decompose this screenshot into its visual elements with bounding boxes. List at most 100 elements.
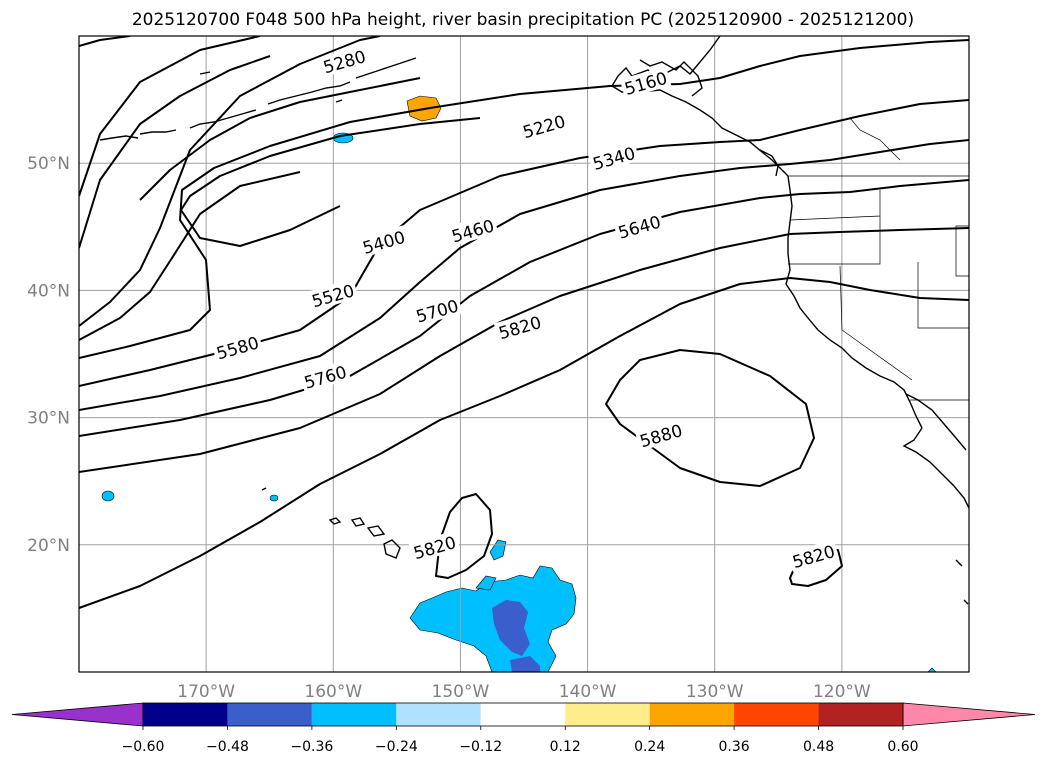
precip-shading-area [510, 656, 540, 672]
coastline-segment [902, 427, 969, 509]
height-contour [79, 55, 271, 249]
coastline-segment [99, 135, 139, 141]
colorbar-segment [649, 703, 735, 726]
height-contour [180, 205, 341, 247]
coastline-segment [261, 487, 267, 491]
political-boundary [955, 225, 969, 277]
colorbar-tick-label: 0.60 [887, 739, 918, 755]
contour-label-bg [211, 330, 264, 364]
height-contour [435, 493, 493, 579]
colorbar-segment [480, 703, 566, 726]
contour-label-bg [787, 539, 840, 572]
lon-tick-label: 120°W [813, 682, 871, 702]
colorbar-segment [227, 703, 312, 726]
height-contours [79, 36, 969, 609]
coastline-segment [335, 99, 343, 103]
contour-label-bg [619, 66, 672, 99]
coastline-segment [189, 109, 257, 129]
contour-label-bg [587, 141, 640, 174]
coastline-segment [355, 57, 417, 79]
coastline-segment [639, 59, 703, 97]
coastline-segment [350, 517, 366, 527]
lat-tick-label: 50°N [27, 154, 70, 174]
height-contour [79, 227, 969, 473]
colorbar-tick-label: 0.24 [634, 739, 665, 755]
colorbar-tick-labels: −0.60 −0.48 −0.36 −0.24 −0.12 0.12 0.24 0.36 0.4… [122, 726, 919, 755]
contour-label-bg [306, 278, 359, 312]
height-contour [79, 36, 131, 47]
political-boundary [917, 262, 969, 329]
coastline-segment [787, 175, 793, 254]
colorbar-tick-label: −0.36 [290, 739, 333, 755]
height-contour [139, 77, 421, 201]
colorbar-tick-label: −0.12 [459, 739, 502, 755]
coastline-segment [139, 129, 177, 135]
colorbar-tick-label: −0.48 [206, 739, 249, 755]
coastline-segment [963, 599, 969, 605]
height-contour [605, 349, 815, 487]
colorbar-extend-low [11, 702, 144, 727]
precip-shading-area [475, 575, 497, 591]
lon-tick-label: 170°W [177, 682, 235, 702]
colorbar-segment [143, 703, 228, 726]
lon-tick-label: 160°W [304, 682, 362, 702]
map-frame [78, 35, 970, 673]
contour-label-bg [493, 310, 546, 343]
lon-tick-label: 140°W [559, 682, 617, 702]
height-contour [79, 36, 261, 197]
height-contour [79, 39, 969, 359]
contour-label-bg [613, 209, 665, 243]
lat-tick-label: 30°N [27, 409, 70, 429]
colorbar-tick-label: −0.60 [122, 739, 165, 755]
colorbar-segment [396, 703, 481, 726]
coastline-segment [267, 81, 351, 105]
lat-tick-label: 20°N [27, 536, 70, 556]
lat-tick-label: 40°N [27, 281, 70, 301]
colorbar-segment [311, 703, 397, 726]
contour-label-bg [299, 360, 351, 393]
height-contour [79, 139, 969, 411]
contour-label-bg [517, 109, 570, 142]
precip-shading-area [269, 494, 279, 502]
contour-label-bg [357, 225, 410, 258]
precip-shading-area [927, 667, 937, 672]
precip-shading-area [101, 490, 115, 502]
colorbar-tick-label: 0.12 [550, 739, 581, 755]
contour-label-bg [634, 418, 687, 451]
longitude-tick-labels: 170°W 160°W 150°W 140°W 130°W 120°W [177, 682, 871, 702]
coastline-segment [199, 71, 211, 75]
political-boundary [839, 265, 913, 381]
precipitation-shading [101, 95, 937, 672]
coastline-segment [366, 525, 386, 537]
colorbar-segment [565, 703, 650, 726]
height-contour [180, 117, 481, 211]
colorbar-extend-high [902, 702, 1036, 727]
height-contour [79, 179, 969, 437]
height-contour [79, 36, 381, 327]
latitude-tick-labels: 20°N 30°N 40°N 50°N [27, 154, 70, 556]
colorbar-tick-label: −0.24 [375, 739, 418, 755]
height-contour [79, 99, 969, 387]
coastline-segment [905, 393, 967, 451]
colorbar-segment [818, 703, 903, 726]
contour-label-bg [446, 213, 499, 247]
colorbar-tick-label: 0.48 [803, 739, 834, 755]
height-contour [79, 277, 969, 609]
coastline-segment [759, 149, 779, 177]
coastline-segment [383, 539, 401, 559]
contour-label-bg [318, 44, 371, 78]
lon-tick-label: 150°W [432, 682, 490, 702]
colorbar-tick-label: 0.36 [719, 739, 750, 755]
height-contour [79, 171, 301, 341]
colorbar [11, 702, 1036, 727]
precip-shading-area [409, 565, 577, 672]
figure-title: 2025120700 F048 500 hPa height, river ba… [132, 10, 914, 30]
precip-shading-area [492, 600, 530, 656]
colorbar-segment [734, 703, 819, 726]
colorbar-outline [142, 702, 904, 727]
lon-tick-label: 130°W [686, 682, 744, 702]
political-boundary [788, 216, 881, 265]
contour-label-bg [408, 530, 461, 563]
